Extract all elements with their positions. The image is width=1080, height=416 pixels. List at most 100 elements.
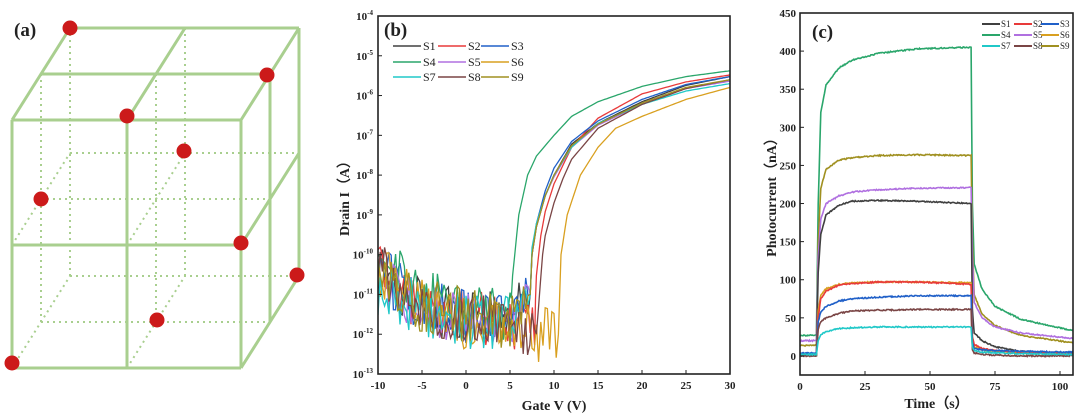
y-axis-label: Drain I（A） — [337, 154, 353, 236]
y-tick-label: 100 — [780, 275, 797, 287]
tick-base: 10 — [353, 369, 365, 381]
y-tick-label: 150 — [780, 237, 797, 249]
x-tick-label: 0 — [797, 381, 803, 393]
atom-marker — [149, 312, 165, 328]
legend-label-s1: S1 — [1001, 19, 1011, 29]
legend-label-s5: S5 — [1033, 30, 1043, 40]
x-tick-label: -10 — [371, 380, 386, 392]
tick-base: 10 — [356, 91, 368, 103]
tick-exponent: -4 — [367, 9, 373, 17]
x-tick-label: 75 — [990, 381, 1002, 393]
series-line-s6 — [799, 280, 1074, 357]
panel-a-lattice — [4, 20, 305, 371]
legend-label-s8: S8 — [468, 70, 481, 84]
plot-frame — [799, 12, 1074, 376]
tick-base: 10 — [353, 250, 365, 262]
tick-base: 10 — [356, 170, 368, 182]
y-tick-label: 350 — [780, 84, 797, 96]
y-tick-label: 10-4 — [356, 9, 373, 23]
x-tick-label: 50 — [925, 381, 937, 393]
x-tick-label: -5 — [417, 380, 427, 392]
tick-base: 10 — [356, 130, 368, 142]
x-tick-label: 20 — [637, 380, 649, 392]
tick-exponent: -7 — [367, 128, 373, 136]
x-tick-label: 25 — [681, 380, 693, 392]
legend-label-s9: S9 — [511, 70, 524, 84]
tick-base: 10 — [356, 51, 368, 63]
legend-label-s3: S3 — [1060, 19, 1070, 29]
tick-exponent: -10 — [364, 248, 374, 256]
panel-b-transfer-chart: -10 -5 0 5 10 15 20 25 3010-410-510-610-710-810-… — [337, 9, 736, 414]
atom-marker — [259, 67, 275, 83]
atom-marker — [289, 267, 305, 283]
y-tick-label: 10-7 — [356, 128, 373, 142]
series-line-s9 — [799, 153, 1074, 348]
atom-marker — [119, 108, 135, 124]
y-tick-label: 50 — [785, 313, 797, 325]
y-tick-label: 450 — [780, 8, 797, 20]
y-tick-label: 10-12 — [353, 327, 374, 341]
y-tick-label: 10-11 — [353, 287, 373, 301]
series-line-s1 — [799, 198, 1074, 357]
atom-marker — [62, 20, 78, 36]
legend-label-s2: S2 — [1033, 19, 1043, 29]
x-tick-label: 0 — [463, 380, 469, 392]
tick-exponent: -9 — [367, 208, 373, 216]
tick-base: 10 — [353, 329, 365, 341]
legend-label-s3: S3 — [511, 39, 524, 53]
series-line-s7 — [378, 82, 730, 350]
tick-exponent: -11 — [364, 287, 373, 295]
legend-label-s1: S1 — [423, 39, 436, 53]
atom-marker — [176, 143, 192, 159]
tick-base: 10 — [356, 210, 368, 222]
legend-label-s8: S8 — [1033, 41, 1043, 51]
atom-marker — [233, 235, 249, 251]
x-tick-label: 30 — [725, 380, 737, 392]
series-line-s8 — [799, 307, 1074, 358]
x-tick-label: 5 — [507, 380, 513, 392]
y-tick-label: 300 — [780, 122, 797, 134]
legend-label-s6: S6 — [1060, 30, 1070, 40]
series-line-s3 — [800, 293, 1074, 355]
panel-c-photocurrent-chart: 0 25 50 75 100 0 50 100 150 200 250 300 350 400 450 Tim… — [764, 8, 1074, 412]
legend-label-s5: S5 — [468, 55, 481, 69]
y-tick-label: 10-5 — [356, 49, 373, 63]
series-line-s2 — [799, 280, 1074, 357]
series-line-s9 — [378, 79, 730, 348]
x-tick-label: 100 — [1052, 381, 1069, 393]
y-tick-label: 10-13 — [353, 367, 374, 381]
legend-label-s6: S6 — [511, 55, 524, 69]
atom-marker — [33, 191, 49, 207]
tick-base: 10 — [353, 289, 365, 301]
y-axis-label: Photocurrent（nA） — [764, 131, 780, 257]
series-line-s4 — [799, 46, 1074, 339]
y-tick-label: 400 — [780, 46, 797, 58]
tick-exponent: -12 — [364, 327, 374, 335]
y-tick-label: 10-8 — [356, 168, 373, 182]
legend-label-s9: S9 — [1060, 41, 1070, 51]
series-line-s7 — [799, 325, 1074, 357]
tick-exponent: -13 — [364, 367, 374, 375]
legend-label-s4: S4 — [423, 55, 436, 69]
panel-b-label: (b) — [384, 20, 407, 41]
legend-label-s7: S7 — [423, 70, 436, 84]
x-tick-label: 15 — [593, 380, 605, 392]
legend-label-s4: S4 — [1001, 30, 1011, 40]
panel-a-label: (a) — [14, 20, 36, 41]
x-tick-label: 25 — [860, 381, 872, 393]
tick-exponent: -6 — [367, 89, 373, 97]
tick-base: 10 — [356, 11, 368, 23]
tick-exponent: -8 — [367, 168, 373, 176]
y-tick-label: 0 — [791, 351, 797, 363]
series-line-s8 — [378, 79, 730, 356]
series-line-s6 — [378, 86, 730, 362]
panel-c-label: (c) — [812, 22, 833, 43]
x-axis-label: Time（s） — [904, 396, 968, 412]
atom-marker — [4, 355, 20, 371]
tick-exponent: -5 — [367, 49, 373, 57]
x-axis-label: Gate V (V) — [522, 399, 587, 414]
series-line-s5 — [799, 186, 1074, 343]
y-tick-label: 10-9 — [356, 208, 373, 222]
y-tick-label: 250 — [780, 160, 797, 172]
